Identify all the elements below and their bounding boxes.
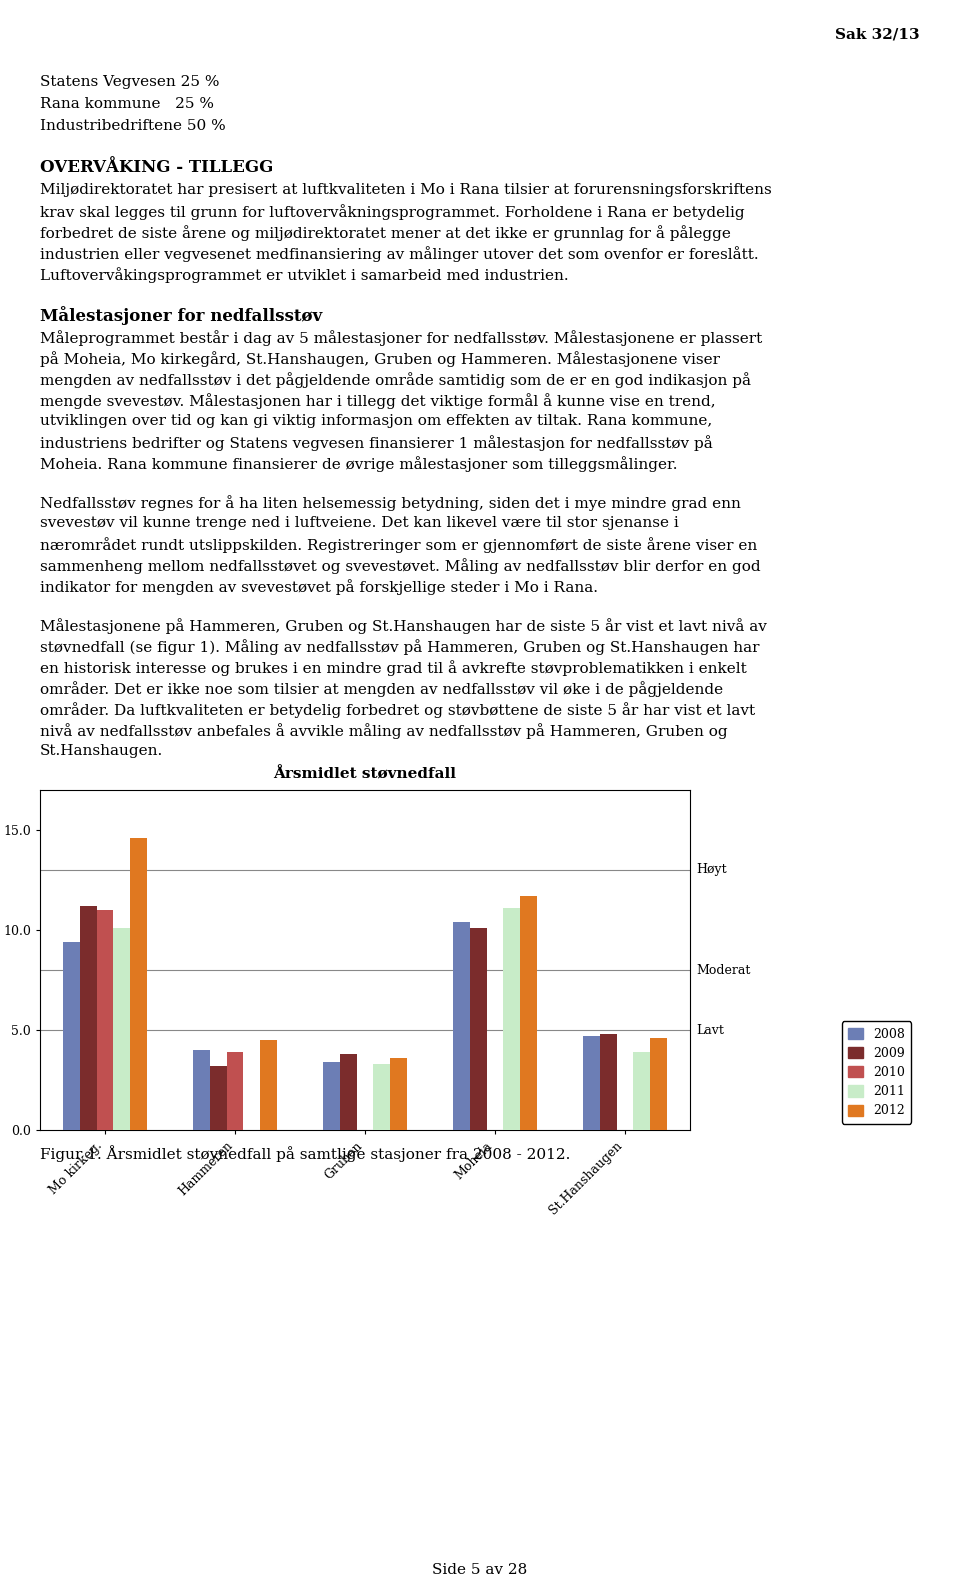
Bar bbox=[503, 907, 520, 1130]
Bar bbox=[469, 928, 487, 1130]
Bar bbox=[80, 906, 97, 1130]
Bar bbox=[97, 911, 113, 1130]
Bar bbox=[373, 1064, 391, 1130]
Bar bbox=[520, 896, 538, 1130]
Text: Miljødirektoratet har presisert at luftkvaliteten i Mo i Rana tilsier at foruren: Miljødirektoratet har presisert at luftk… bbox=[40, 183, 772, 198]
Text: Lavt: Lavt bbox=[697, 1023, 725, 1037]
Bar bbox=[634, 1051, 650, 1130]
Bar bbox=[227, 1051, 244, 1130]
Bar bbox=[131, 838, 147, 1130]
Text: områder. Det er ikke noe som tilsier at mengden av nedfallsstøv vil øke i de påg: områder. Det er ikke noe som tilsier at … bbox=[40, 681, 723, 697]
Text: Industribedriftene 50 %: Industribedriftene 50 % bbox=[40, 119, 226, 133]
Text: Figur 1. Årsmidlet støvnedfall på samtlige stasjoner fra 2008 - 2012.: Figur 1. Årsmidlet støvnedfall på samtli… bbox=[40, 1145, 570, 1162]
Bar bbox=[193, 1050, 209, 1130]
Bar bbox=[453, 922, 469, 1130]
Text: Rana kommune   25 %: Rana kommune 25 % bbox=[40, 96, 214, 111]
Title: Årsmidlet støvnedfall: Årsmidlet støvnedfall bbox=[274, 767, 457, 783]
Text: Moheia. Rana kommune finansierer de øvrige målestasjoner som tilleggsmålinger.: Moheia. Rana kommune finansierer de øvri… bbox=[40, 455, 678, 471]
Bar bbox=[340, 1055, 356, 1130]
Text: Sak 32/13: Sak 32/13 bbox=[835, 28, 920, 43]
Text: Luftovervåkingsprogrammet er utviklet i samarbeid med industrien.: Luftovervåkingsprogrammet er utviklet i … bbox=[40, 267, 568, 283]
Bar bbox=[209, 1066, 227, 1130]
Text: Høyt: Høyt bbox=[697, 863, 727, 876]
Text: industriens bedrifter og Statens vegvesen finansierer 1 målestasjon for nedfalls: industriens bedrifter og Statens vegvese… bbox=[40, 435, 712, 451]
Text: Nedfallsstøv regnes for å ha liten helsemessig betydning, siden det i mye mindre: Nedfallsstøv regnes for å ha liten helse… bbox=[40, 495, 741, 511]
Text: forbedret de siste årene og miljødirektoratet mener at det ikke er grunnlag for : forbedret de siste årene og miljødirekto… bbox=[40, 225, 731, 240]
Text: nivå av nedfallsstøv anbefales å avvikle måling av nedfallsstøv på Hammeren, Gru: nivå av nedfallsstøv anbefales å avvikle… bbox=[40, 723, 728, 738]
Text: Målestasjonene på Hammeren, Gruben og St.Hanshaugen har de siste 5 år vist et la: Målestasjonene på Hammeren, Gruben og St… bbox=[40, 618, 767, 634]
Text: på Moheia, Mo kirkegård, St.Hanshaugen, Gruben og Hammeren. Målestasjonene viser: på Moheia, Mo kirkegård, St.Hanshaugen, … bbox=[40, 351, 720, 367]
Text: industrien eller vegvesenet medfinansiering av målinger utover det som ovenfor e: industrien eller vegvesenet medfinansier… bbox=[40, 247, 758, 262]
Text: Måleprogrammet består i dag av 5 målestasjoner for nedfallsstøv. Målestasjonene : Måleprogrammet består i dag av 5 målesta… bbox=[40, 330, 762, 346]
Text: indikator for mengden av svevestøvet på forskjellige steder i Mo i Rana.: indikator for mengden av svevestøvet på … bbox=[40, 579, 598, 594]
Text: Moderat: Moderat bbox=[697, 963, 751, 977]
Text: Statens Vegvesen 25 %: Statens Vegvesen 25 % bbox=[40, 74, 220, 89]
Bar bbox=[62, 942, 80, 1130]
Text: krav skal legges til grunn for luftovervåkningsprogrammet. Forholdene i Rana er : krav skal legges til grunn for luftoverv… bbox=[40, 204, 745, 220]
Bar bbox=[583, 1036, 600, 1130]
Text: svevestøv vil kunne trenge ned i luftveiene. Det kan likevel være til stor sjena: svevestøv vil kunne trenge ned i luftvei… bbox=[40, 515, 679, 530]
Bar bbox=[600, 1034, 616, 1130]
Bar bbox=[260, 1040, 277, 1130]
Bar bbox=[113, 928, 131, 1130]
Text: sammenheng mellom nedfallsstøvet og svevestøvet. Måling av nedfallsstøv blir der: sammenheng mellom nedfallsstøvet og svev… bbox=[40, 558, 760, 574]
Text: en historisk interesse og brukes i en mindre grad til å avkrefte støvproblematik: en historisk interesse og brukes i en mi… bbox=[40, 659, 747, 675]
Bar bbox=[391, 1058, 407, 1130]
Legend: 2008, 2009, 2010, 2011, 2012: 2008, 2009, 2010, 2011, 2012 bbox=[842, 1021, 911, 1124]
Text: Side 5 av 28: Side 5 av 28 bbox=[432, 1564, 528, 1576]
Text: utviklingen over tid og kan gi viktig informasjon om effekten av tiltak. Rana ko: utviklingen over tid og kan gi viktig in… bbox=[40, 414, 712, 428]
Text: områder. Da luftkvaliteten er betydelig forbedret og støvbøttene de siste 5 år h: områder. Da luftkvaliteten er betydelig … bbox=[40, 702, 756, 718]
Bar bbox=[323, 1062, 340, 1130]
Bar bbox=[650, 1039, 667, 1130]
Text: OVERVÅKING - TILLEGG: OVERVÅKING - TILLEGG bbox=[40, 160, 274, 175]
Text: St.Hanshaugen.: St.Hanshaugen. bbox=[40, 745, 163, 757]
Text: støvnedfall (se figur 1). Måling av nedfallsstøv på Hammeren, Gruben og St.Hansh: støvnedfall (se figur 1). Måling av nedf… bbox=[40, 639, 759, 655]
Text: nærområdet rundt utslippskilden. Registreringer som er gjennomført de siste åren: nærområdet rundt utslippskilden. Registr… bbox=[40, 538, 757, 553]
Text: Målestasjoner for nedfallsstøv: Målestasjoner for nedfallsstøv bbox=[40, 307, 323, 326]
Text: mengden av nedfallsstøv i det pågjeldende område samtidig som de er en god indik: mengden av nedfallsstøv i det pågjeldend… bbox=[40, 372, 751, 387]
Text: mengde svevestøv. Målestasjonen har i tillegg det viktige formål å kunne vise en: mengde svevestøv. Målestasjonen har i ti… bbox=[40, 394, 715, 409]
